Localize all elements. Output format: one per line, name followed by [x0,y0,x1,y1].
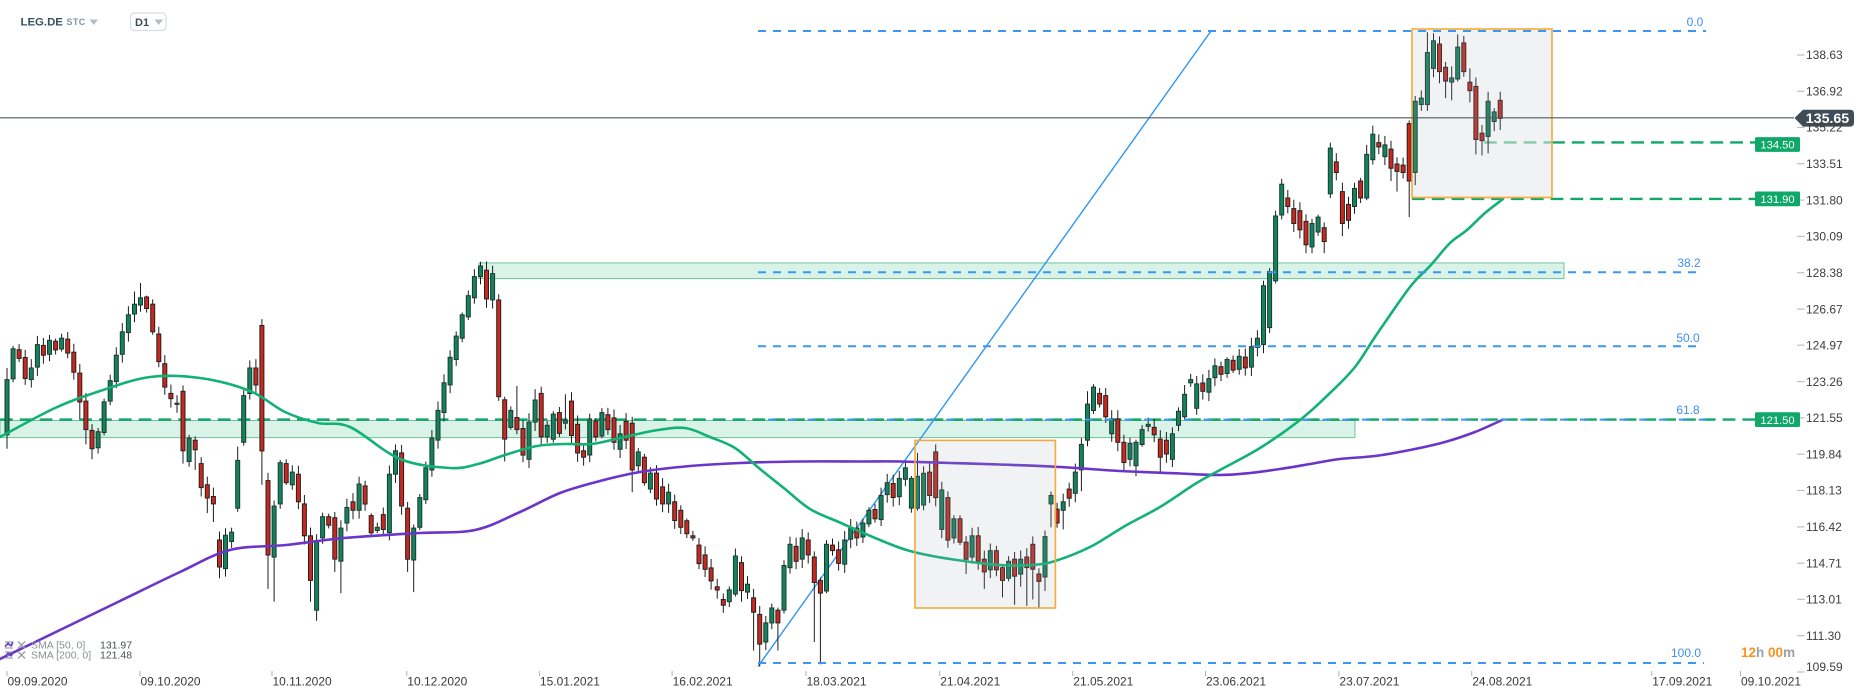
svg-text:SMA [50, 0]: SMA [50, 0] [31,640,85,652]
svg-text:10.12.2020: 10.12.2020 [407,675,467,689]
svg-text:123.26: 123.26 [1806,375,1843,389]
svg-text:100.0: 100.0 [1671,646,1701,660]
svg-text:113.01: 113.01 [1806,593,1842,607]
svg-text:24.08.2021: 24.08.2021 [1472,675,1532,689]
svg-text:23.06.2021: 23.06.2021 [1206,675,1266,689]
svg-text:121.55: 121.55 [1806,411,1843,425]
svg-text:135.22: 135.22 [1806,121,1843,135]
svg-text:134.50: 134.50 [1760,140,1794,152]
svg-text:21.04.2021: 21.04.2021 [940,675,1000,689]
svg-text:LEG.DE: LEG.DE [21,16,64,28]
svg-text:119.84: 119.84 [1806,447,1842,461]
svg-text:124.97: 124.97 [1806,338,1843,352]
svg-text:0.0: 0.0 [1687,15,1704,29]
svg-text:128.38: 128.38 [1806,266,1843,280]
svg-text:135.65: 135.65 [1806,111,1850,127]
svg-text:15.01.2021: 15.01.2021 [540,675,600,689]
svg-text:138.63: 138.63 [1806,48,1843,62]
svg-text:118.13: 118.13 [1806,484,1842,498]
svg-text:111.30: 111.30 [1806,629,1841,643]
svg-text:116.42: 116.42 [1806,520,1842,534]
svg-text:130.09: 130.09 [1806,230,1843,244]
svg-text:126.67: 126.67 [1806,302,1843,316]
svg-text:121.50: 121.50 [1760,415,1794,427]
svg-text:SMA [200, 0]: SMA [200, 0] [31,650,91,662]
svg-text:10.11.2020: 10.11.2020 [273,675,332,689]
svg-text:17.09.2021: 17.09.2021 [1652,675,1712,689]
svg-text:23.07.2021: 23.07.2021 [1339,675,1399,689]
svg-text:09.10.2021: 09.10.2021 [1741,675,1801,689]
svg-text:18.03.2021: 18.03.2021 [807,675,867,689]
svg-text:50.0: 50.0 [1676,331,1700,345]
svg-text:21.05.2021: 21.05.2021 [1073,675,1133,689]
svg-text:09.10.2020: 09.10.2020 [141,675,201,689]
svg-text:12h 00m: 12h 00m [1741,645,1795,660]
svg-text:109.59: 109.59 [1806,660,1843,674]
svg-text:38.2: 38.2 [1677,256,1701,270]
svg-text:121.48: 121.48 [100,650,132,662]
svg-text:61.8: 61.8 [1676,403,1700,417]
svg-text:131.97: 131.97 [100,640,132,652]
svg-text:09.09.2020: 09.09.2020 [8,675,68,689]
svg-text:D1: D1 [135,17,149,29]
svg-text:133.51: 133.51 [1806,157,1843,171]
svg-text:114.71: 114.71 [1806,556,1842,570]
svg-text:16.02.2021: 16.02.2021 [673,675,733,689]
svg-text:131.90: 131.90 [1760,194,1794,206]
svg-text:136.92: 136.92 [1806,85,1843,99]
svg-text:STC: STC [67,17,86,27]
svg-text:131.80: 131.80 [1806,193,1843,207]
